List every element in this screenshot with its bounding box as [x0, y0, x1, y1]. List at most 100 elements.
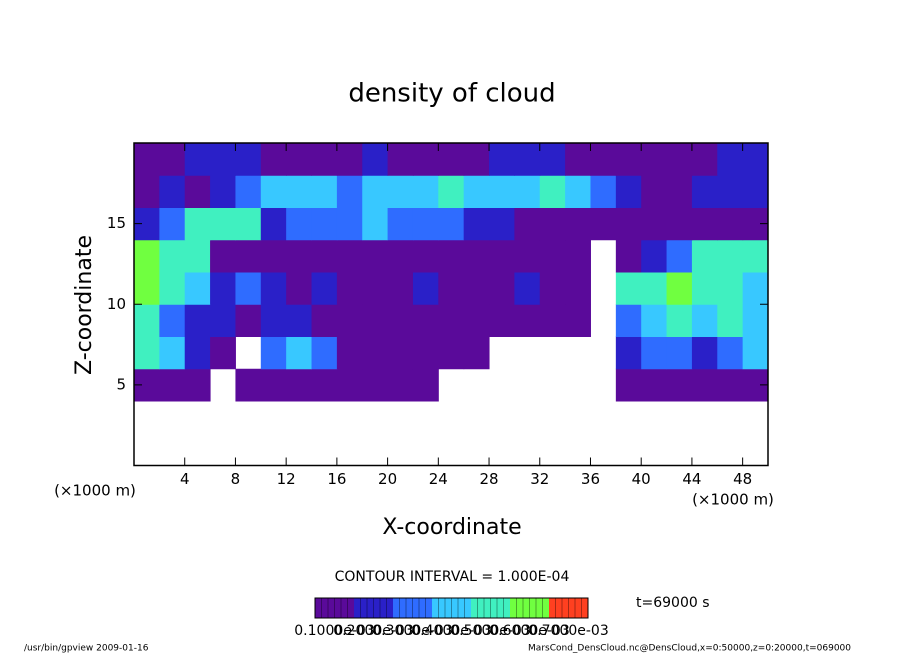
- field-cell: [641, 368, 668, 402]
- field-cell: [539, 175, 566, 208]
- footer-right: MarsCond_DensCloud.nc@DensCloud,x=0:5000…: [528, 644, 851, 654]
- field-cell: [717, 175, 744, 208]
- field-cell: [641, 272, 668, 305]
- field-cell: [286, 175, 313, 208]
- field-cell: [159, 368, 186, 402]
- field-cell: [387, 239, 414, 273]
- field-cell: [362, 304, 389, 337]
- field-cell: [565, 143, 591, 176]
- field-cell: [539, 143, 566, 176]
- field-cell: [311, 304, 338, 337]
- field-cell: [184, 207, 211, 241]
- field-cell: [210, 239, 236, 273]
- field-cell: [336, 336, 363, 370]
- field-cell: [362, 368, 389, 402]
- field-cell: [286, 368, 313, 402]
- colorbar-band: [315, 598, 355, 618]
- field-cell: [184, 143, 211, 176]
- field-cell: [159, 239, 186, 273]
- field-cell: [615, 272, 642, 305]
- field-cell: [717, 207, 744, 241]
- field-cell: [742, 175, 769, 208]
- colorbar-band: [510, 598, 550, 618]
- field-cell: [387, 175, 414, 208]
- field-cell: [463, 239, 490, 273]
- field-cell: [666, 368, 693, 402]
- field-cell: [615, 239, 642, 273]
- field-cell: [463, 272, 490, 305]
- field-cell: [235, 272, 262, 305]
- field-cell: [438, 239, 465, 273]
- field-cell: [387, 143, 414, 176]
- field-cell: [362, 143, 389, 176]
- field-cell: [717, 239, 744, 273]
- colorbar-label: 0.5000e-03: [450, 623, 530, 639]
- field-cell: [742, 272, 769, 305]
- field-cell: [717, 336, 744, 370]
- field-cell: [134, 336, 160, 370]
- field-cell: [717, 368, 744, 402]
- field-cell: [286, 304, 313, 337]
- field-cell: [539, 207, 566, 241]
- field-cell: [438, 272, 465, 305]
- field-cell: [235, 239, 262, 273]
- field-cell: [387, 336, 414, 370]
- x-tick-label: 24: [429, 470, 448, 488]
- field-cell: [134, 143, 160, 176]
- field-cell: [565, 272, 591, 305]
- field-cell: [514, 239, 541, 273]
- x-tick-label: 44: [682, 470, 701, 488]
- field-cell: [615, 207, 642, 241]
- field-cell: [590, 207, 617, 241]
- field-cell: [184, 304, 211, 337]
- field-cell: [134, 175, 160, 208]
- field-cell: [159, 175, 186, 208]
- x-tick-label: 12: [277, 470, 296, 488]
- field-cell: [489, 304, 515, 337]
- field-cell: [412, 272, 439, 305]
- field-cell: [362, 272, 389, 305]
- field-cell: [463, 304, 490, 337]
- y-axis-unit: (×1000 m): [54, 482, 136, 500]
- field-cell: [412, 207, 439, 241]
- field-cell: [514, 175, 541, 208]
- field-cell: [311, 143, 338, 176]
- field-cell: [691, 143, 718, 176]
- field-cell: [286, 336, 313, 370]
- field-cell: [742, 336, 769, 370]
- field-cell: [210, 336, 236, 370]
- field-cell: [260, 175, 287, 208]
- field-cell: [641, 239, 668, 273]
- field-cell: [159, 336, 186, 370]
- field-cell: [286, 239, 313, 273]
- field-cell: [489, 143, 515, 176]
- field-cell: [691, 272, 718, 305]
- field-cell: [666, 304, 693, 337]
- field-cell: [159, 272, 186, 305]
- x-tick-label: 32: [530, 470, 549, 488]
- field-cell: [362, 175, 389, 208]
- x-tick-label: 16: [327, 470, 346, 488]
- field-cell: [641, 304, 668, 337]
- field-cell: [210, 272, 236, 305]
- y-tick-label: 5: [116, 375, 126, 393]
- footer-left: /usr/bin/gpview 2009-01-16: [24, 644, 149, 654]
- field-cell: [615, 143, 642, 176]
- field-cell: [717, 272, 744, 305]
- field-cell: [539, 304, 566, 337]
- colorbar-label: 0.7000e-03: [528, 623, 608, 639]
- field-cell: [463, 175, 490, 208]
- colorbar-band: [471, 598, 511, 618]
- field-cell: [691, 336, 718, 370]
- field-cell: [539, 272, 566, 305]
- field-cell: [286, 207, 313, 241]
- field-cell: [438, 336, 465, 370]
- field-cell: [260, 368, 287, 402]
- field-cell: [717, 304, 744, 337]
- field-cell: [260, 336, 287, 370]
- field-cell: [691, 304, 718, 337]
- field-cell: [514, 143, 541, 176]
- field-cell: [412, 368, 439, 402]
- field-cell: [235, 175, 262, 208]
